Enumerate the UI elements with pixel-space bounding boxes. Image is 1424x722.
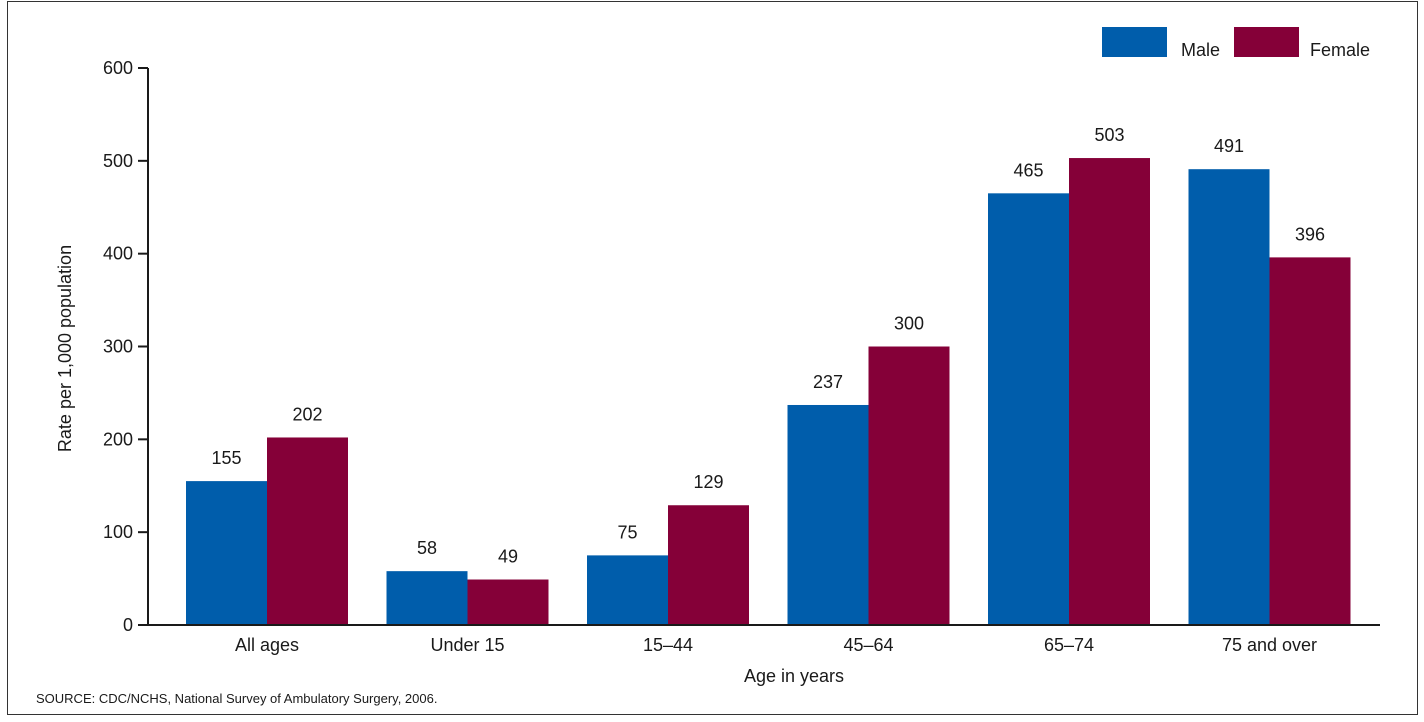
legend-label-male: Male [1181, 40, 1220, 60]
bar-male [186, 481, 267, 625]
bar-female [668, 505, 749, 625]
legend: Male Female [1102, 27, 1370, 60]
category-label: 75 and over [1222, 635, 1317, 655]
x-axis-title: Age in years [744, 666, 844, 686]
value-label: 49 [498, 547, 518, 567]
value-label: 237 [813, 372, 843, 392]
value-label: 58 [417, 538, 437, 558]
y-tick-label: 100 [103, 522, 133, 542]
legend-swatch-male [1102, 27, 1167, 57]
bar-male [1188, 169, 1270, 625]
bar-male [587, 555, 668, 625]
value-label: 503 [1094, 125, 1124, 145]
value-labels: 155 202 58 49 75 129 237 300 465 503 491 396 [211, 125, 1325, 566]
value-label: 129 [693, 472, 723, 492]
value-label: 396 [1295, 224, 1325, 244]
bars [186, 158, 1351, 625]
value-label: 491 [1214, 136, 1244, 156]
legend-label-female: Female [1310, 40, 1370, 60]
y-tick-label: 0 [123, 615, 133, 635]
category-label: Under 15 [430, 635, 504, 655]
x-axis-tick-labels: All ages Under 15 15–44 45–64 65–74 75 and ov… [235, 635, 1317, 655]
y-axis-ticks: 0 100 200 300 400 500 600 [103, 58, 148, 635]
bar-male [787, 404, 869, 625]
bar-female [267, 437, 348, 625]
bar-female [868, 346, 950, 625]
value-label: 75 [617, 522, 637, 542]
y-tick-label: 400 [103, 244, 133, 264]
category-label: 15–44 [643, 635, 693, 655]
bar-female [1269, 257, 1351, 625]
value-label: 202 [292, 404, 322, 424]
bar-female [1069, 158, 1150, 625]
value-label: 465 [1013, 160, 1043, 180]
y-tick-label: 500 [103, 151, 133, 171]
value-label: 155 [211, 448, 241, 468]
bar-female [467, 579, 549, 625]
legend-swatch-female [1234, 27, 1299, 57]
bar-male [386, 571, 468, 625]
category-label: All ages [235, 635, 299, 655]
bar-male [988, 193, 1069, 625]
value-label: 300 [894, 314, 924, 334]
category-label: 65–74 [1044, 635, 1094, 655]
y-tick-label: 200 [103, 429, 133, 449]
y-tick-label: 600 [103, 58, 133, 78]
category-label: 45–64 [843, 635, 893, 655]
y-axis-title: Rate per 1,000 population [55, 245, 75, 452]
y-tick-label: 300 [103, 337, 133, 357]
source-note: SOURCE: CDC/NCHS, National Survey of Amb… [36, 691, 438, 706]
